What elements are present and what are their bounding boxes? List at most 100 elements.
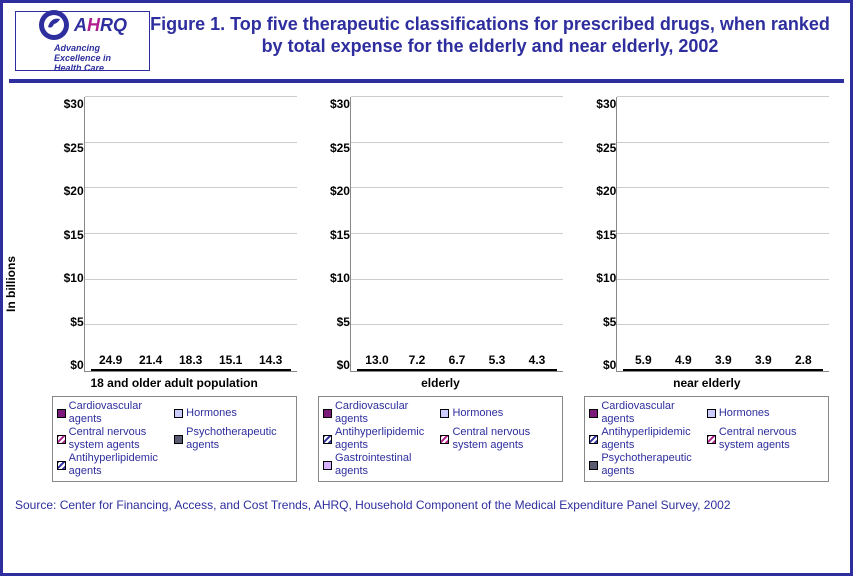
bar: 13.0 — [357, 353, 397, 371]
bar-value-label: 4.3 — [529, 353, 546, 367]
bar: 21.4 — [131, 353, 171, 371]
legend-swatch — [589, 435, 598, 444]
legend-swatch — [323, 435, 332, 444]
legend-label: Cardiovascular agents — [69, 400, 175, 426]
bar-value-label: 5.9 — [635, 353, 652, 367]
x-axis-label: 18 and older adult population — [52, 376, 297, 390]
legend-item: Gastrointestinal agents — [323, 452, 441, 478]
bar-value-label: 18.3 — [179, 353, 202, 367]
bar-rect — [783, 369, 823, 371]
bar: 3.9 — [703, 353, 743, 371]
bar-rect — [357, 369, 397, 371]
logo-tagline: Advancing Excellence in Health Care — [54, 43, 111, 73]
bar-rect — [477, 369, 517, 371]
legend-swatch — [707, 409, 716, 418]
bar: 4.9 — [663, 353, 703, 371]
ahrq-wordmark: AHRQ — [74, 15, 127, 36]
y-axis-ticks: $30$25$20$15$10$5$0 — [584, 97, 616, 372]
legend-item: Antihyperlipidemic agents — [57, 452, 175, 478]
hhs-seal-icon — [38, 9, 70, 41]
y-axis-label: In billions — [4, 256, 18, 312]
legend-swatch — [323, 461, 332, 470]
bar: 3.9 — [743, 353, 783, 371]
legend-label: Cardiovascular agents — [335, 400, 441, 426]
ahrq-logo: AHRQ Advancing Excellence in Health Care — [15, 11, 150, 71]
bar: 6.7 — [437, 353, 477, 371]
legend-item: Central nervous system agents — [440, 426, 558, 452]
charts-row: In billions $30$25$20$15$10$5$0 24.9 21.4 1… — [3, 83, 850, 484]
bar-rect — [91, 369, 131, 371]
bar-value-label: 15.1 — [219, 353, 242, 367]
x-axis-label: near elderly — [584, 376, 829, 390]
bar-value-label: 3.9 — [715, 353, 732, 367]
legend-swatch — [57, 409, 66, 418]
legend-label: Gastrointestinal agents — [335, 452, 441, 478]
chart-panel: $30$25$20$15$10$5$0 24.9 21.4 18.3 15.1 14.3 1… — [52, 97, 297, 482]
bar-rect — [251, 369, 291, 371]
source-note: Source: Center for Financing, Access, an… — [3, 484, 850, 512]
figure-frame: AHRQ Advancing Excellence in Health Care… — [0, 0, 853, 576]
bar-value-label: 14.3 — [259, 353, 282, 367]
bar: 2.8 — [783, 353, 823, 371]
bar: 7.2 — [397, 353, 437, 371]
legend-item: Antihyperlipidemic agents — [589, 426, 707, 452]
figure-title-wrap: Figure 1. Top five therapeutic classific… — [150, 11, 830, 57]
legend-swatch — [707, 435, 716, 444]
bar-rect — [131, 369, 171, 371]
legend: Cardiovascular agentsHormonesAntihyperli… — [584, 396, 829, 482]
legend-label: Antihyperlipidemic agents — [69, 452, 175, 478]
bar-value-label: 2.8 — [795, 353, 812, 367]
y-axis-ticks: $30$25$20$15$10$5$0 — [318, 97, 350, 372]
legend: Cardiovascular agents Hormones Antihyperli… — [318, 396, 563, 482]
legend-swatch — [440, 409, 449, 418]
figure-title: Figure 1. Top five therapeutic classific… — [150, 13, 830, 57]
bar-value-label: 24.9 — [99, 353, 122, 367]
legend-item: Antihyperlipidemic agents — [323, 426, 441, 452]
bar: 5.9 — [623, 353, 663, 371]
legend-item: Cardiovascular agents — [323, 400, 441, 426]
bar-value-label: 3.9 — [755, 353, 772, 367]
bar: 5.3 — [477, 353, 517, 371]
legend-swatch — [440, 435, 449, 444]
legend-label: Antihyperlipidemic agents — [335, 426, 441, 452]
bar-value-label: 21.4 — [139, 353, 162, 367]
legend-item: Psychotherapeutic agents — [174, 426, 292, 452]
legend-label: Central nervous system agents — [452, 426, 558, 452]
legend-item: Hormones — [707, 400, 825, 426]
legend-item: Hormones — [440, 400, 558, 426]
legend-label: Psychotherapeutic agents — [601, 452, 707, 478]
legend-swatch — [589, 461, 598, 470]
bar-rect — [211, 369, 251, 371]
y-axis-ticks: $30$25$20$15$10$5$0 — [52, 97, 84, 372]
legend-item: Cardiovascular agents — [589, 400, 707, 426]
bar-value-label: 5.3 — [489, 353, 506, 367]
plot-area: 24.9 21.4 18.3 15.1 14.3 — [84, 97, 297, 372]
chart-panel: $30$25$20$15$10$5$0 5.9 4.9 3.9 3.9 2.8 near e… — [584, 97, 829, 482]
legend-swatch — [174, 435, 183, 444]
bar: 24.9 — [91, 353, 131, 371]
plot-area: 13.07.2 6.7 5.3 4.3 — [350, 97, 563, 372]
plot-area: 5.9 4.9 3.9 3.9 2.8 — [616, 97, 829, 372]
legend-label: Hormones — [452, 407, 503, 420]
chart-panel: $30$25$20$15$10$5$0 13.07.2 6.7 5.3 4.3 elder… — [318, 97, 563, 482]
bar: 15.1 — [211, 353, 251, 371]
legend-label: Hormones — [186, 407, 237, 420]
bar: 4.3 — [517, 353, 557, 371]
legend-label: Central nervous system agents — [69, 426, 175, 452]
bar: 14.3 — [251, 353, 291, 371]
bar-rect — [171, 369, 211, 371]
bar-rect — [703, 369, 743, 371]
bar-value-label: 6.7 — [449, 353, 466, 367]
legend-swatch — [323, 409, 332, 418]
legend-label: Antihyperlipidemic agents — [601, 426, 707, 452]
legend-label: Cardiovascular agents — [601, 400, 707, 426]
legend-item: Hormones — [174, 400, 292, 426]
bar-rect — [663, 369, 703, 371]
legend-swatch — [174, 409, 183, 418]
legend-swatch — [57, 461, 66, 470]
bar-rect — [437, 369, 477, 371]
legend-label: Psychotherapeutic agents — [186, 426, 292, 452]
legend-swatch — [589, 409, 598, 418]
bar-value-label: 4.9 — [675, 353, 692, 367]
x-axis-label: elderly — [318, 376, 563, 390]
